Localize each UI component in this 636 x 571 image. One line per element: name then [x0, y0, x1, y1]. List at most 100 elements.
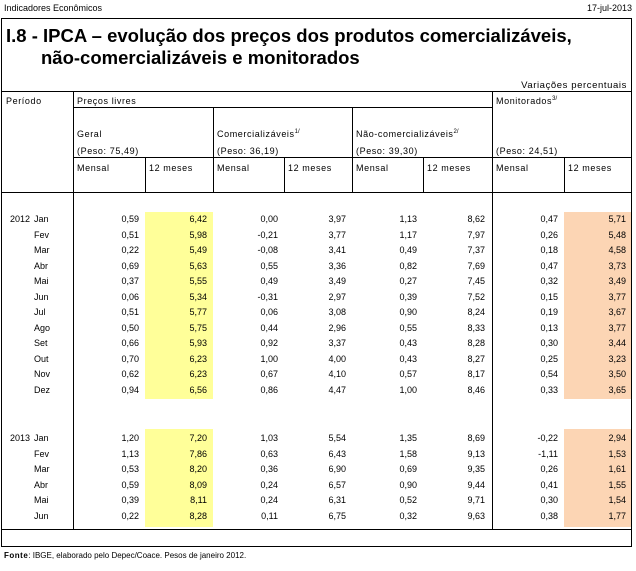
table-cell: 1,13 — [121, 448, 139, 459]
title-line-1: I.8 - IPCA – evolução dos preços dos pro… — [6, 25, 572, 46]
table-cell: 2,97 — [328, 291, 346, 302]
vline-monit — [492, 91, 493, 529]
table-frame: I.8 - IPCA – evolução dos preços dos pro… — [1, 18, 632, 547]
table-cell: 8,24 — [467, 307, 485, 317]
table-cell: 1,54 — [608, 495, 626, 505]
table-cell: 0,49 — [399, 245, 417, 255]
table-cell: 0,69 — [121, 260, 139, 271]
table-cell: 8,62 — [467, 214, 485, 224]
table-cell: 2,96 — [328, 322, 346, 333]
table-cell: 5,98 — [189, 229, 207, 240]
row-month: Ago — [34, 322, 51, 333]
table-cell: 1,55 — [608, 479, 626, 490]
table-cell: 0,55 — [260, 260, 278, 271]
table-cell: 0,13 — [540, 322, 558, 333]
table-cell: 8,28 — [189, 510, 207, 521]
table-cell: 7,97 — [467, 229, 485, 240]
table-cell: 3,44 — [608, 338, 626, 348]
row-month: Jun — [34, 510, 49, 521]
table-cell: 1,58 — [399, 448, 417, 459]
table-cell: 7,52 — [467, 291, 485, 302]
table-cell: 0,06 — [121, 291, 139, 302]
table-cell: 0,27 — [399, 276, 417, 286]
table-cell: 6,31 — [328, 495, 346, 505]
table-cell: 3,65 — [608, 384, 626, 395]
subtitle: Variações percentuais — [521, 80, 627, 91]
table-cell: 1,53 — [608, 448, 626, 459]
row-year: 2013 — [10, 433, 31, 443]
peso-comerc: (Peso: 36,19) — [217, 146, 279, 156]
rule-top — [2, 91, 631, 92]
table-cell: 3,37 — [328, 338, 346, 348]
row-month: Mai — [34, 276, 49, 286]
vline-monit-12m — [564, 157, 565, 192]
table-row: Ago 0,50 5,75 0,44 2,96 0,55 8,33 0,13 3,77 — [2, 321, 631, 336]
table-cell: 5,93 — [189, 338, 207, 348]
table-cell: 0,51 — [121, 307, 139, 317]
table-cell: 0,43 — [399, 353, 417, 364]
table-cell: 0,25 — [540, 353, 558, 364]
table-cell: 0,90 — [399, 479, 417, 490]
table-cell: 0,57 — [399, 369, 417, 379]
row-month: Set — [34, 338, 48, 348]
table-cell: 0,59 — [121, 479, 139, 490]
row-month: Jan — [34, 214, 49, 224]
title-line-2: não-comercializáveis e monitorados — [41, 47, 360, 68]
highlight-12m-monit — [564, 212, 631, 399]
table-cell: 0,36 — [260, 464, 278, 474]
table-cell: 3,08 — [328, 307, 346, 317]
table-cell: 0,26 — [540, 464, 558, 474]
table-cell: 5,54 — [328, 433, 346, 443]
table-row: Out 0,70 6,23 1,00 4,00 0,43 8,27 0,25 3,23 — [2, 352, 631, 367]
table-cell: 0,22 — [121, 510, 139, 521]
header-left: Indicadores Econômicos — [4, 3, 103, 13]
col-12m-naocomerc: 12 meses — [427, 163, 471, 173]
table-cell: -0,08 — [257, 245, 278, 255]
table-row: Mai 0,39 8,11 0,24 6,31 0,52 9,71 0,30 1,54 — [2, 493, 631, 508]
table-cell: 4,58 — [608, 245, 626, 255]
table-cell: 0,82 — [399, 260, 417, 271]
table-cell: 0,11 — [261, 510, 278, 521]
table-row: Mai 0,37 5,55 0,49 3,49 0,27 7,45 0,32 3,49 — [2, 274, 631, 289]
table-cell: 1,35 — [399, 433, 417, 443]
table-cell: 0,43 — [399, 338, 417, 348]
table-cell: 0,59 — [121, 214, 139, 224]
vline-comerc — [213, 107, 214, 192]
table-cell: 3,23 — [608, 353, 626, 364]
table-cell: 4,00 — [328, 353, 346, 364]
table-cell: 6,23 — [189, 353, 207, 364]
row-month: Mai — [34, 495, 49, 505]
vline-naocomerc — [352, 107, 353, 192]
table-cell: 8,69 — [467, 433, 485, 443]
col-12m-comerc: 12 meses — [288, 163, 332, 173]
table-cell: 5,49 — [189, 245, 207, 255]
table-row: Jun 0,22 8,28 0,11 6,75 0,32 9,63 0,38 1,77 — [2, 509, 631, 524]
table-row: Abr 0,59 8,09 0,24 6,57 0,90 9,44 0,41 1,55 — [2, 478, 631, 493]
vline-comerc-12m — [284, 157, 285, 192]
table-cell: 9,71 — [467, 495, 485, 505]
table-cell: 8,11 — [190, 495, 207, 505]
table-cell: 6,56 — [189, 384, 207, 395]
table-cell: 0,00 — [260, 214, 278, 224]
table-row: Jul 0,51 5,77 0,06 3,08 0,90 8,24 0,19 3,67 — [2, 305, 631, 320]
table-row: 2013 Jan 1,20 7,20 1,03 5,54 1,35 8,69 -0,22 2,94 — [2, 431, 631, 446]
table-row: Dez 0,94 6,56 0,86 4,47 1,00 8,46 0,33 3,65 — [2, 383, 631, 398]
highlight-12m-monit — [564, 429, 631, 527]
table-cell: 0,15 — [540, 291, 558, 302]
table-cell: 8,28 — [467, 338, 485, 348]
row-month: Jan — [34, 433, 49, 443]
table-cell: 9,35 — [467, 464, 485, 474]
table-cell: 1,00 — [260, 353, 278, 364]
table-cell: 8,17 — [467, 369, 485, 379]
table-cell: 0,51 — [121, 229, 139, 240]
col-periodo: Período — [6, 96, 42, 106]
table-row: Fev 0,51 5,98 -0,21 3,77 1,17 7,97 0,26 5,48 — [2, 228, 631, 243]
col-mensal-comerc: Mensal — [217, 163, 250, 173]
table-cell: 0,44 — [260, 322, 278, 333]
table-cell: 0,24 — [260, 479, 278, 490]
table-cell: 0,26 — [540, 229, 558, 240]
row-year: 2012 — [10, 214, 31, 224]
table-cell: 8,33 — [467, 322, 485, 333]
table-cell: 3,77 — [608, 322, 626, 333]
table-cell: 1,77 — [608, 510, 626, 521]
